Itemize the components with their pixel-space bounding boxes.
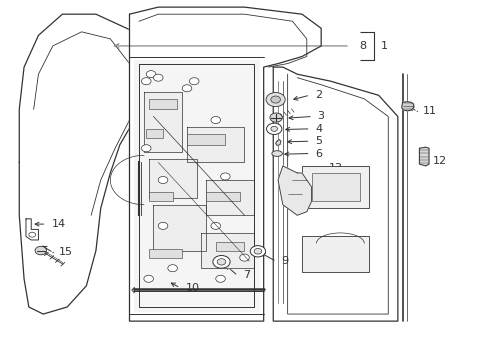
Circle shape bbox=[158, 222, 167, 229]
Circle shape bbox=[265, 93, 285, 107]
Circle shape bbox=[270, 126, 277, 131]
Text: 5: 5 bbox=[314, 136, 321, 146]
Circle shape bbox=[158, 176, 167, 184]
Text: 13: 13 bbox=[328, 163, 343, 173]
Circle shape bbox=[167, 265, 177, 272]
Polygon shape bbox=[273, 67, 397, 321]
Circle shape bbox=[269, 113, 282, 122]
Circle shape bbox=[217, 259, 225, 265]
Polygon shape bbox=[186, 127, 244, 162]
Polygon shape bbox=[278, 166, 311, 215]
Circle shape bbox=[153, 74, 163, 81]
Text: 1: 1 bbox=[380, 41, 387, 51]
Polygon shape bbox=[143, 92, 182, 152]
Circle shape bbox=[189, 78, 199, 85]
Circle shape bbox=[182, 85, 191, 92]
Text: 6: 6 bbox=[314, 149, 321, 158]
Circle shape bbox=[270, 96, 280, 103]
Polygon shape bbox=[419, 147, 428, 166]
Polygon shape bbox=[129, 7, 321, 321]
Circle shape bbox=[210, 222, 220, 229]
Circle shape bbox=[254, 248, 261, 254]
Circle shape bbox=[220, 173, 230, 180]
Circle shape bbox=[141, 145, 151, 152]
Circle shape bbox=[146, 71, 156, 78]
Text: 3: 3 bbox=[317, 112, 324, 121]
Circle shape bbox=[250, 246, 265, 257]
Text: 11: 11 bbox=[422, 106, 436, 116]
Polygon shape bbox=[401, 102, 413, 111]
Circle shape bbox=[141, 78, 151, 85]
Text: 2: 2 bbox=[314, 90, 322, 100]
Text: 14: 14 bbox=[51, 219, 65, 229]
Polygon shape bbox=[26, 219, 39, 240]
Polygon shape bbox=[148, 159, 196, 198]
Text: 4: 4 bbox=[314, 124, 322, 134]
Circle shape bbox=[266, 123, 281, 135]
Circle shape bbox=[239, 254, 249, 261]
Polygon shape bbox=[275, 139, 280, 145]
Circle shape bbox=[215, 275, 225, 282]
Polygon shape bbox=[201, 233, 254, 268]
Circle shape bbox=[35, 246, 46, 255]
Polygon shape bbox=[153, 205, 206, 251]
Bar bbox=[148, 249, 182, 258]
Text: 15: 15 bbox=[59, 247, 72, 257]
Circle shape bbox=[143, 275, 153, 282]
Circle shape bbox=[210, 117, 220, 123]
Text: 10: 10 bbox=[185, 283, 199, 293]
Polygon shape bbox=[132, 288, 134, 293]
Text: 9: 9 bbox=[281, 256, 288, 266]
Bar bbox=[186, 134, 225, 145]
Bar bbox=[215, 242, 244, 251]
Polygon shape bbox=[19, 14, 148, 314]
Bar bbox=[206, 192, 239, 201]
Bar bbox=[311, 173, 359, 201]
Polygon shape bbox=[134, 60, 258, 311]
Text: 8: 8 bbox=[359, 41, 366, 51]
Bar bbox=[146, 129, 163, 138]
Text: 12: 12 bbox=[431, 156, 446, 166]
Circle shape bbox=[212, 256, 230, 268]
Polygon shape bbox=[206, 180, 254, 215]
Bar bbox=[302, 237, 368, 272]
Bar bbox=[148, 192, 172, 201]
Bar bbox=[148, 99, 177, 109]
Ellipse shape bbox=[271, 151, 282, 156]
Bar bbox=[302, 166, 368, 208]
Text: 7: 7 bbox=[243, 270, 250, 280]
